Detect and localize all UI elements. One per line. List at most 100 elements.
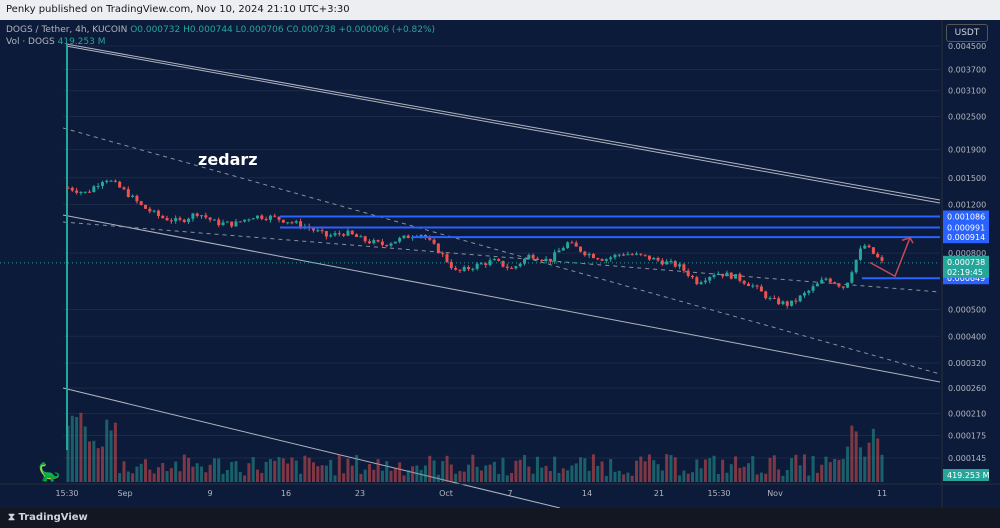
volume-price-box <box>943 469 989 481</box>
candle-body <box>479 263 483 265</box>
candle-body <box>566 242 570 249</box>
currency-button[interactable]: USDT <box>946 24 988 42</box>
candle-body <box>579 246 583 252</box>
volume-bar <box>828 462 832 482</box>
volume-bar <box>820 464 824 482</box>
volume-bar <box>281 458 285 482</box>
candle-body <box>759 286 763 292</box>
volume-bar <box>613 471 617 482</box>
volume-bar <box>333 475 337 482</box>
volume-bar <box>329 459 333 482</box>
volume-bar <box>712 455 716 482</box>
volume-bar <box>527 466 531 482</box>
candle-body <box>721 273 725 277</box>
candle-body <box>311 228 315 231</box>
x-tick-label: Nov <box>767 489 783 498</box>
chart-legend: DOGS / Tether, 4h, KUCOIN O0.000732 H0.0… <box>6 24 435 48</box>
candle-body <box>324 231 328 237</box>
volume-bar <box>415 465 419 482</box>
channel-lines <box>62 43 941 509</box>
level-price-label: 0.001086 <box>947 213 985 222</box>
candle-body <box>742 280 746 284</box>
candle-body <box>871 247 875 254</box>
candle-body <box>811 286 815 291</box>
volume-bar <box>92 440 96 482</box>
volume-bar <box>837 459 841 482</box>
countdown-label: 02:19:45 <box>947 268 983 277</box>
chart-svg: 0.004500 0.003700 0.003100 0.002500 0.001900… <box>0 20 1000 509</box>
volume-bar <box>139 463 143 482</box>
ohlc-values: O0.000732 H0.000744 L0.000706 C0.000738 … <box>130 25 436 35</box>
volume-bar <box>178 471 182 482</box>
candle-body <box>535 258 539 260</box>
candle-body <box>660 260 664 265</box>
candle-body <box>738 274 742 281</box>
volume-bar <box>105 419 109 482</box>
volume-bar <box>790 458 794 482</box>
volume-bar <box>346 458 350 482</box>
candle-body <box>165 218 169 221</box>
volume-bar <box>191 466 195 482</box>
volume-bar <box>311 462 315 482</box>
candle-body <box>643 254 647 256</box>
candle-body <box>187 218 191 222</box>
candle-body <box>182 219 186 222</box>
volume-bar <box>824 456 828 482</box>
volume-bar <box>83 426 87 482</box>
y-tick-label: 0.000210 <box>948 410 986 419</box>
volume-bar <box>247 463 251 482</box>
candle-body <box>380 241 384 245</box>
volume-bar <box>635 460 639 482</box>
candle-body <box>195 213 199 216</box>
volume-bar <box>660 470 664 482</box>
candle-body <box>669 261 673 263</box>
candle-body <box>531 254 535 259</box>
volume-bar <box>303 455 307 482</box>
candle-body <box>337 233 341 235</box>
candle-body <box>243 219 247 222</box>
candle-body <box>695 277 699 285</box>
candle-body <box>609 257 613 260</box>
chart-area[interactable]: 0.004500 0.003700 0.003100 0.002500 0.001900… <box>0 20 1000 509</box>
volume-bar <box>471 454 475 482</box>
candle-body <box>355 234 359 237</box>
volume-bar <box>665 454 669 482</box>
candle-body <box>617 254 621 256</box>
volume-bar <box>268 459 272 482</box>
volume-bars <box>66 412 884 482</box>
candle-body <box>729 272 733 279</box>
volume-bar <box>876 438 880 482</box>
candle-body <box>428 238 432 240</box>
volume-bar <box>217 458 221 482</box>
candle-body <box>768 297 772 299</box>
candle-body <box>83 191 87 193</box>
candle-body <box>863 245 867 249</box>
volume-bar <box>579 457 583 482</box>
candle-body <box>225 221 229 223</box>
volume-bar <box>195 463 199 482</box>
candle-body <box>316 230 320 232</box>
volume-bar <box>510 472 514 482</box>
candle-body <box>841 286 845 288</box>
candle-body <box>92 186 96 193</box>
y-tick-label: 0.004500 <box>948 42 986 51</box>
candle-body <box>488 260 492 266</box>
volume-bar <box>342 473 346 482</box>
level-price-label: 0.000991 <box>947 223 985 232</box>
level-price-box <box>943 221 989 234</box>
x-tick-label: Sep <box>117 489 132 498</box>
volume-bar <box>678 475 682 482</box>
volume-axis-label: 419.253 M <box>947 471 990 480</box>
volume-bar <box>144 459 148 482</box>
candle-body <box>454 267 458 270</box>
volume-bar <box>256 469 260 482</box>
candle-body <box>613 254 617 258</box>
candle-body <box>217 219 221 226</box>
candle-body <box>570 242 574 244</box>
candle-body <box>518 263 522 267</box>
candle-body <box>191 213 195 219</box>
volume-bar <box>630 475 634 482</box>
candle-body <box>462 267 466 271</box>
volume-bar <box>320 465 324 482</box>
volume-bar <box>294 460 298 482</box>
